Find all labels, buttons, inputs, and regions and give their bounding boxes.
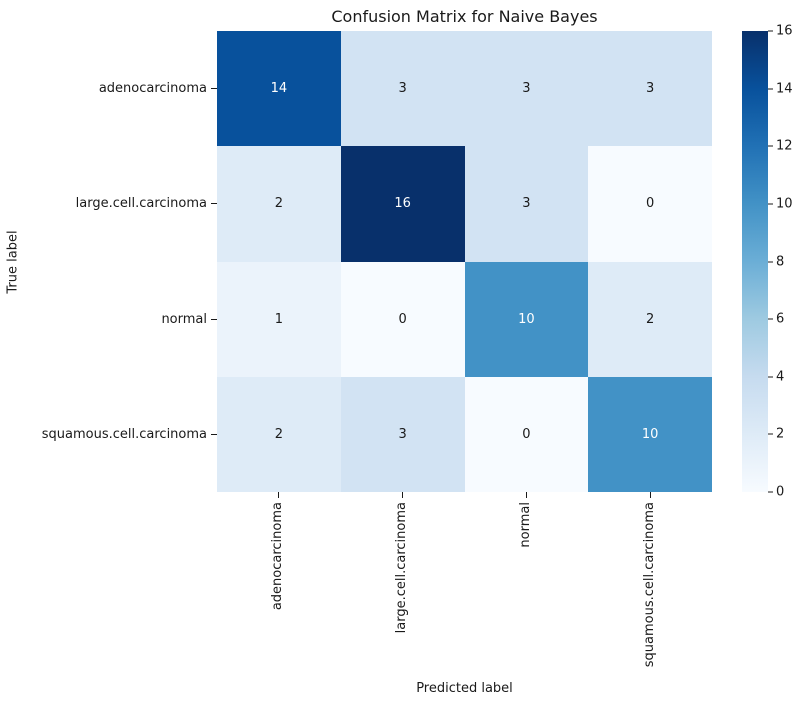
- y-tick-labels: adenocarcinoma large.cell.carcinoma normal…: [0, 31, 217, 492]
- heatmap-cell-value: 3: [398, 81, 407, 97]
- y-tick-mark: [211, 318, 217, 320]
- colorbar-gradient: [742, 31, 768, 492]
- x-tick-mark: [278, 492, 280, 498]
- heatmap-cell-value: 3: [398, 426, 407, 442]
- colorbar-tick-label: 8: [776, 254, 785, 269]
- heatmap-cell: 14: [217, 31, 341, 147]
- y-tick-mark: [211, 203, 217, 205]
- heatmap-cell: 2: [217, 376, 341, 492]
- heatmap-cell: 0: [340, 261, 465, 377]
- y-tick-label: adenocarcinoma: [98, 81, 207, 97]
- heatmap-cell: 0: [588, 146, 712, 262]
- heatmap-cell-value: 10: [518, 311, 535, 327]
- y-tick-label: normal: [161, 311, 207, 327]
- colorbar: 16 14 12 10 8 6 4 2 0: [742, 24, 793, 500]
- heatmap-cell-value: 3: [522, 81, 531, 97]
- colorbar-tick-label: 16: [776, 23, 793, 39]
- x-tick: squamous.cell.carcinoma: [641, 492, 658, 668]
- x-tick-mark: [525, 492, 527, 498]
- x-tick: adenocarcinoma: [270, 492, 286, 611]
- y-tick: normal: [0, 262, 217, 377]
- heatmap-cell-value: 0: [645, 196, 655, 212]
- colorbar-tick-mark: [768, 491, 773, 493]
- heatmap-cell-value: 14: [270, 81, 288, 97]
- colorbar-tick-mark: [768, 88, 773, 90]
- heatmap-cell: 16: [340, 146, 465, 262]
- colorbar-tick-mark: [768, 376, 773, 378]
- x-tick-label: squamous.cell.carcinoma: [641, 502, 657, 668]
- heatmap-cell-value: 2: [645, 311, 655, 327]
- heatmap-cell: 3: [464, 146, 589, 262]
- colorbar-tick-label: 2: [776, 426, 785, 442]
- heatmap-cell-value: 0: [398, 311, 407, 327]
- heatmap-cell-value: 16: [394, 196, 411, 212]
- x-tick-mark: [402, 492, 404, 498]
- chart-title: Confusion Matrix for Naive Bayes: [331, 7, 598, 26]
- heatmap-cell: 3: [464, 31, 589, 147]
- colorbar-tick-label: 6: [776, 311, 785, 327]
- x-tick-labels: adenocarcinoma large.cell.carcinoma normal…: [217, 492, 712, 667]
- y-tick-mark: [211, 88, 217, 90]
- heatmap-cell: 10: [464, 261, 589, 377]
- colorbar-tick: 16: [768, 24, 793, 39]
- x-tick: normal: [517, 492, 534, 548]
- colorbar-tick-mark: [768, 433, 773, 435]
- colorbar-tick-label: 14: [776, 81, 793, 97]
- heatmap-cell-value: 1: [274, 311, 284, 327]
- colorbar-tick: 12: [768, 139, 793, 154]
- colorbar-tick-mark: [768, 145, 773, 147]
- x-tick-label: adenocarcinoma: [270, 502, 286, 611]
- heatmap-cell: 3: [340, 31, 465, 147]
- heatmap-cell-value: 3: [645, 81, 655, 97]
- colorbar-tick-mark: [768, 261, 773, 262]
- heatmap-cell-value: 0: [522, 426, 531, 442]
- heatmap-cell-value: 2: [274, 196, 284, 212]
- heatmap-cell: 3: [340, 376, 465, 492]
- heatmap-grid: 14 3 3 3 2 16 3 0 1 0 10 2 2 3 0 10: [217, 31, 712, 492]
- colorbar-tick-label: 12: [776, 138, 793, 154]
- heatmap-cell-value: 2: [274, 426, 284, 442]
- y-tick: adenocarcinoma: [0, 31, 217, 146]
- colorbar-tick-label: 4: [776, 369, 785, 385]
- y-tick-mark: [211, 433, 217, 435]
- y-tick-label: squamous.cell.carcinoma: [41, 426, 207, 442]
- x-tick: large.cell.carcinoma: [394, 492, 410, 634]
- x-axis-label: Predicted label: [416, 681, 513, 696]
- heatmap-cell: 0: [464, 376, 589, 492]
- colorbar-tick: 2: [768, 427, 784, 442]
- colorbar-tick: 14: [768, 81, 793, 96]
- heatmap-cell-value: 3: [522, 196, 531, 212]
- colorbar-tick: 4: [768, 369, 784, 384]
- heatmap-cell-value: 10: [641, 426, 659, 442]
- y-tick: large.cell.carcinoma: [0, 146, 217, 261]
- heatmap-cell: 1: [217, 261, 341, 377]
- heatmap-cell: 2: [588, 261, 712, 377]
- colorbar-tick-label: 0: [776, 484, 785, 500]
- colorbar-tick: 10: [768, 196, 793, 211]
- colorbar-tick: 6: [768, 312, 784, 327]
- x-tick-label: normal: [517, 502, 533, 548]
- heatmap-cell: 10: [588, 376, 712, 492]
- colorbar-tick-label: 10: [776, 196, 793, 212]
- colorbar-tick-mark: [768, 318, 773, 320]
- heatmap-cell: 2: [217, 146, 341, 262]
- y-tick-label: large.cell.carcinoma: [75, 196, 207, 212]
- colorbar-tick: 8: [768, 254, 784, 269]
- x-tick-label: large.cell.carcinoma: [394, 502, 410, 634]
- colorbar-tick-mark: [768, 203, 773, 205]
- colorbar-tick: 0: [768, 485, 784, 500]
- heatmap-cell: 3: [588, 31, 712, 147]
- x-tick-mark: [649, 492, 651, 498]
- y-tick: squamous.cell.carcinoma: [0, 377, 217, 492]
- colorbar-tick-mark: [768, 30, 773, 32]
